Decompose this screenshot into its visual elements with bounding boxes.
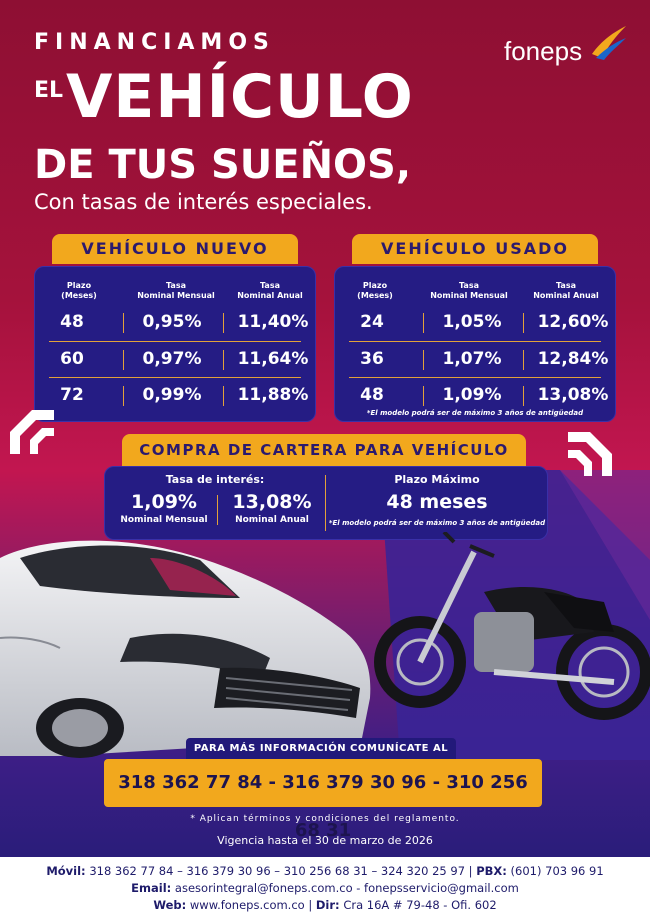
cell-term: 72 <box>60 385 84 405</box>
used-vehicle-table: Plazo (Meses) Tasa Nominal Mensual Tasa Nom… <box>334 266 616 422</box>
cell-term: 48 <box>360 385 384 405</box>
promo-poster: FINANCIAMOS EL VEHÍCULO DE TUS SUEÑOS, C… <box>0 0 650 857</box>
header-annual: Tasa Nominal Anual <box>237 281 303 300</box>
contact-heading: PARA MÁS INFORMACIÓN COMUNÍCATE AL <box>186 738 456 760</box>
header-monthly: Tasa Nominal Mensual <box>430 281 508 300</box>
terms-text: * Aplican términos y condiciones del reg… <box>190 814 460 824</box>
cell-annual: 11,88% <box>237 385 309 405</box>
cell-annual: 13,08% <box>537 385 609 405</box>
headline-el: EL <box>34 78 64 103</box>
table-row: 72 0,99% 11,88% <box>49 377 308 413</box>
pbx-value: (601) 703 96 91 <box>510 864 604 878</box>
arrow-decoration-right-icon <box>568 432 612 476</box>
cell-monthly: 0,99% <box>142 385 202 405</box>
portfolio-note: *El modelo podrá ser de máximo 3 años de… <box>328 519 546 527</box>
email-value[interactable]: asesorintegral@foneps.com.co - fonepsser… <box>174 881 519 895</box>
portfolio-term-value: 48 meses <box>386 491 488 513</box>
header-annual: Tasa Nominal Anual <box>533 281 599 300</box>
portfolio-term-label: Plazo Máximo <box>394 473 480 486</box>
cell-annual: 12,60% <box>537 312 609 332</box>
header-term: Plazo (Meses) <box>357 281 393 300</box>
cell-term: 36 <box>360 349 384 369</box>
portfolio-card: Tasa de interés: 1,09% Nominal Mensual 1… <box>104 466 548 540</box>
footer-line-web: Web: www.foneps.com.co | Dir: Cra 16A # … <box>153 898 497 912</box>
cell-annual: 11,64% <box>237 349 309 369</box>
arrow-decoration-left-icon <box>10 410 54 454</box>
dir-label: Dir: <box>315 898 340 912</box>
tab-portfolio: COMPRA DE CARTERA PARA VEHÍCULO <box>122 434 526 466</box>
footer: Móvil: 318 362 77 84 – 316 379 30 96 – 3… <box>0 857 650 924</box>
portfolio-monthly-label: Nominal Mensual <box>120 515 208 525</box>
motorcycle-illustration <box>374 532 650 720</box>
headline-vehiculo: VEHÍCULO <box>66 62 414 132</box>
movil-label: Móvil: <box>46 864 86 878</box>
headline-financiamos: FINANCIAMOS <box>34 30 275 55</box>
footer-line-phones: Móvil: 318 362 77 84 – 316 379 30 96 – 3… <box>46 864 604 878</box>
cell-monthly: 0,97% <box>142 349 202 369</box>
table-row: 24 1,05% 12,60% <box>349 305 608 340</box>
headline-subtitle: Con tasas de interés especiales. <box>34 190 373 214</box>
divider <box>217 495 218 525</box>
logo-text: foneps <box>504 36 583 66</box>
table-row: 36 1,07% 12,84% <box>349 341 608 377</box>
table-row: 48 1,09% 13,08% <box>349 377 608 413</box>
cell-monthly: 1,07% <box>442 349 502 369</box>
web-label: Web: <box>153 898 187 912</box>
new-vehicle-table: Plazo (Meses) Tasa Nominal Mensual Tasa Nom… <box>34 266 316 422</box>
portfolio-annual-value: 13,08% <box>232 491 312 513</box>
portfolio-monthly-value: 1,09% <box>131 491 197 513</box>
header-monthly: Tasa Nominal Mensual <box>137 281 215 300</box>
divider <box>325 475 326 531</box>
tab-new-vehicle: VEHÍCULO NUEVO <box>52 234 298 264</box>
email-label: Email: <box>131 881 172 895</box>
web-link[interactable]: www.foneps.com.co <box>189 898 305 912</box>
cell-term: 60 <box>60 349 84 369</box>
cell-monthly: 1,09% <box>442 385 502 405</box>
used-vehicle-note: *El modelo podrá ser de máximo 3 años de… <box>366 409 584 417</box>
table-row: 60 0,97% 11,64% <box>49 341 308 377</box>
headline-suenos: DE TUS SUEÑOS, <box>34 142 412 188</box>
pbx-label: PBX: <box>476 864 507 878</box>
cell-annual: 11,40% <box>237 312 309 332</box>
footer-line-email: Email: asesorintegral@foneps.com.co - fo… <box>0 880 650 897</box>
header-term: Plazo (Meses) <box>61 281 97 300</box>
logo-swoosh-icon <box>592 26 626 60</box>
cell-monthly: 1,05% <box>442 312 502 332</box>
tab-used-vehicle: VEHÍCULO USADO <box>352 234 598 264</box>
foneps-logo: foneps <box>504 22 626 72</box>
cell-term: 24 <box>360 312 384 332</box>
contact-phones: 318 362 77 84 - 316 379 30 96 - 310 256 … <box>104 759 542 841</box>
dir-value: Cra 16A # 79-48 - Ofi. 602 <box>343 898 497 912</box>
cell-annual: 12,84% <box>537 349 609 369</box>
portfolio-annual-label: Nominal Anual <box>235 515 309 525</box>
cell-term: 48 <box>60 312 84 332</box>
portfolio-rate-label: Tasa de interés: <box>165 473 265 486</box>
movil-value: 318 362 77 84 – 316 379 30 96 – 310 256 … <box>89 864 466 878</box>
table-row: 48 0,95% 11,40% <box>49 305 308 340</box>
validity-text: Vigencia hasta el 30 de marzo de 2026 <box>217 834 433 847</box>
cell-monthly: 0,95% <box>142 312 202 332</box>
car-illustration <box>0 540 371 758</box>
